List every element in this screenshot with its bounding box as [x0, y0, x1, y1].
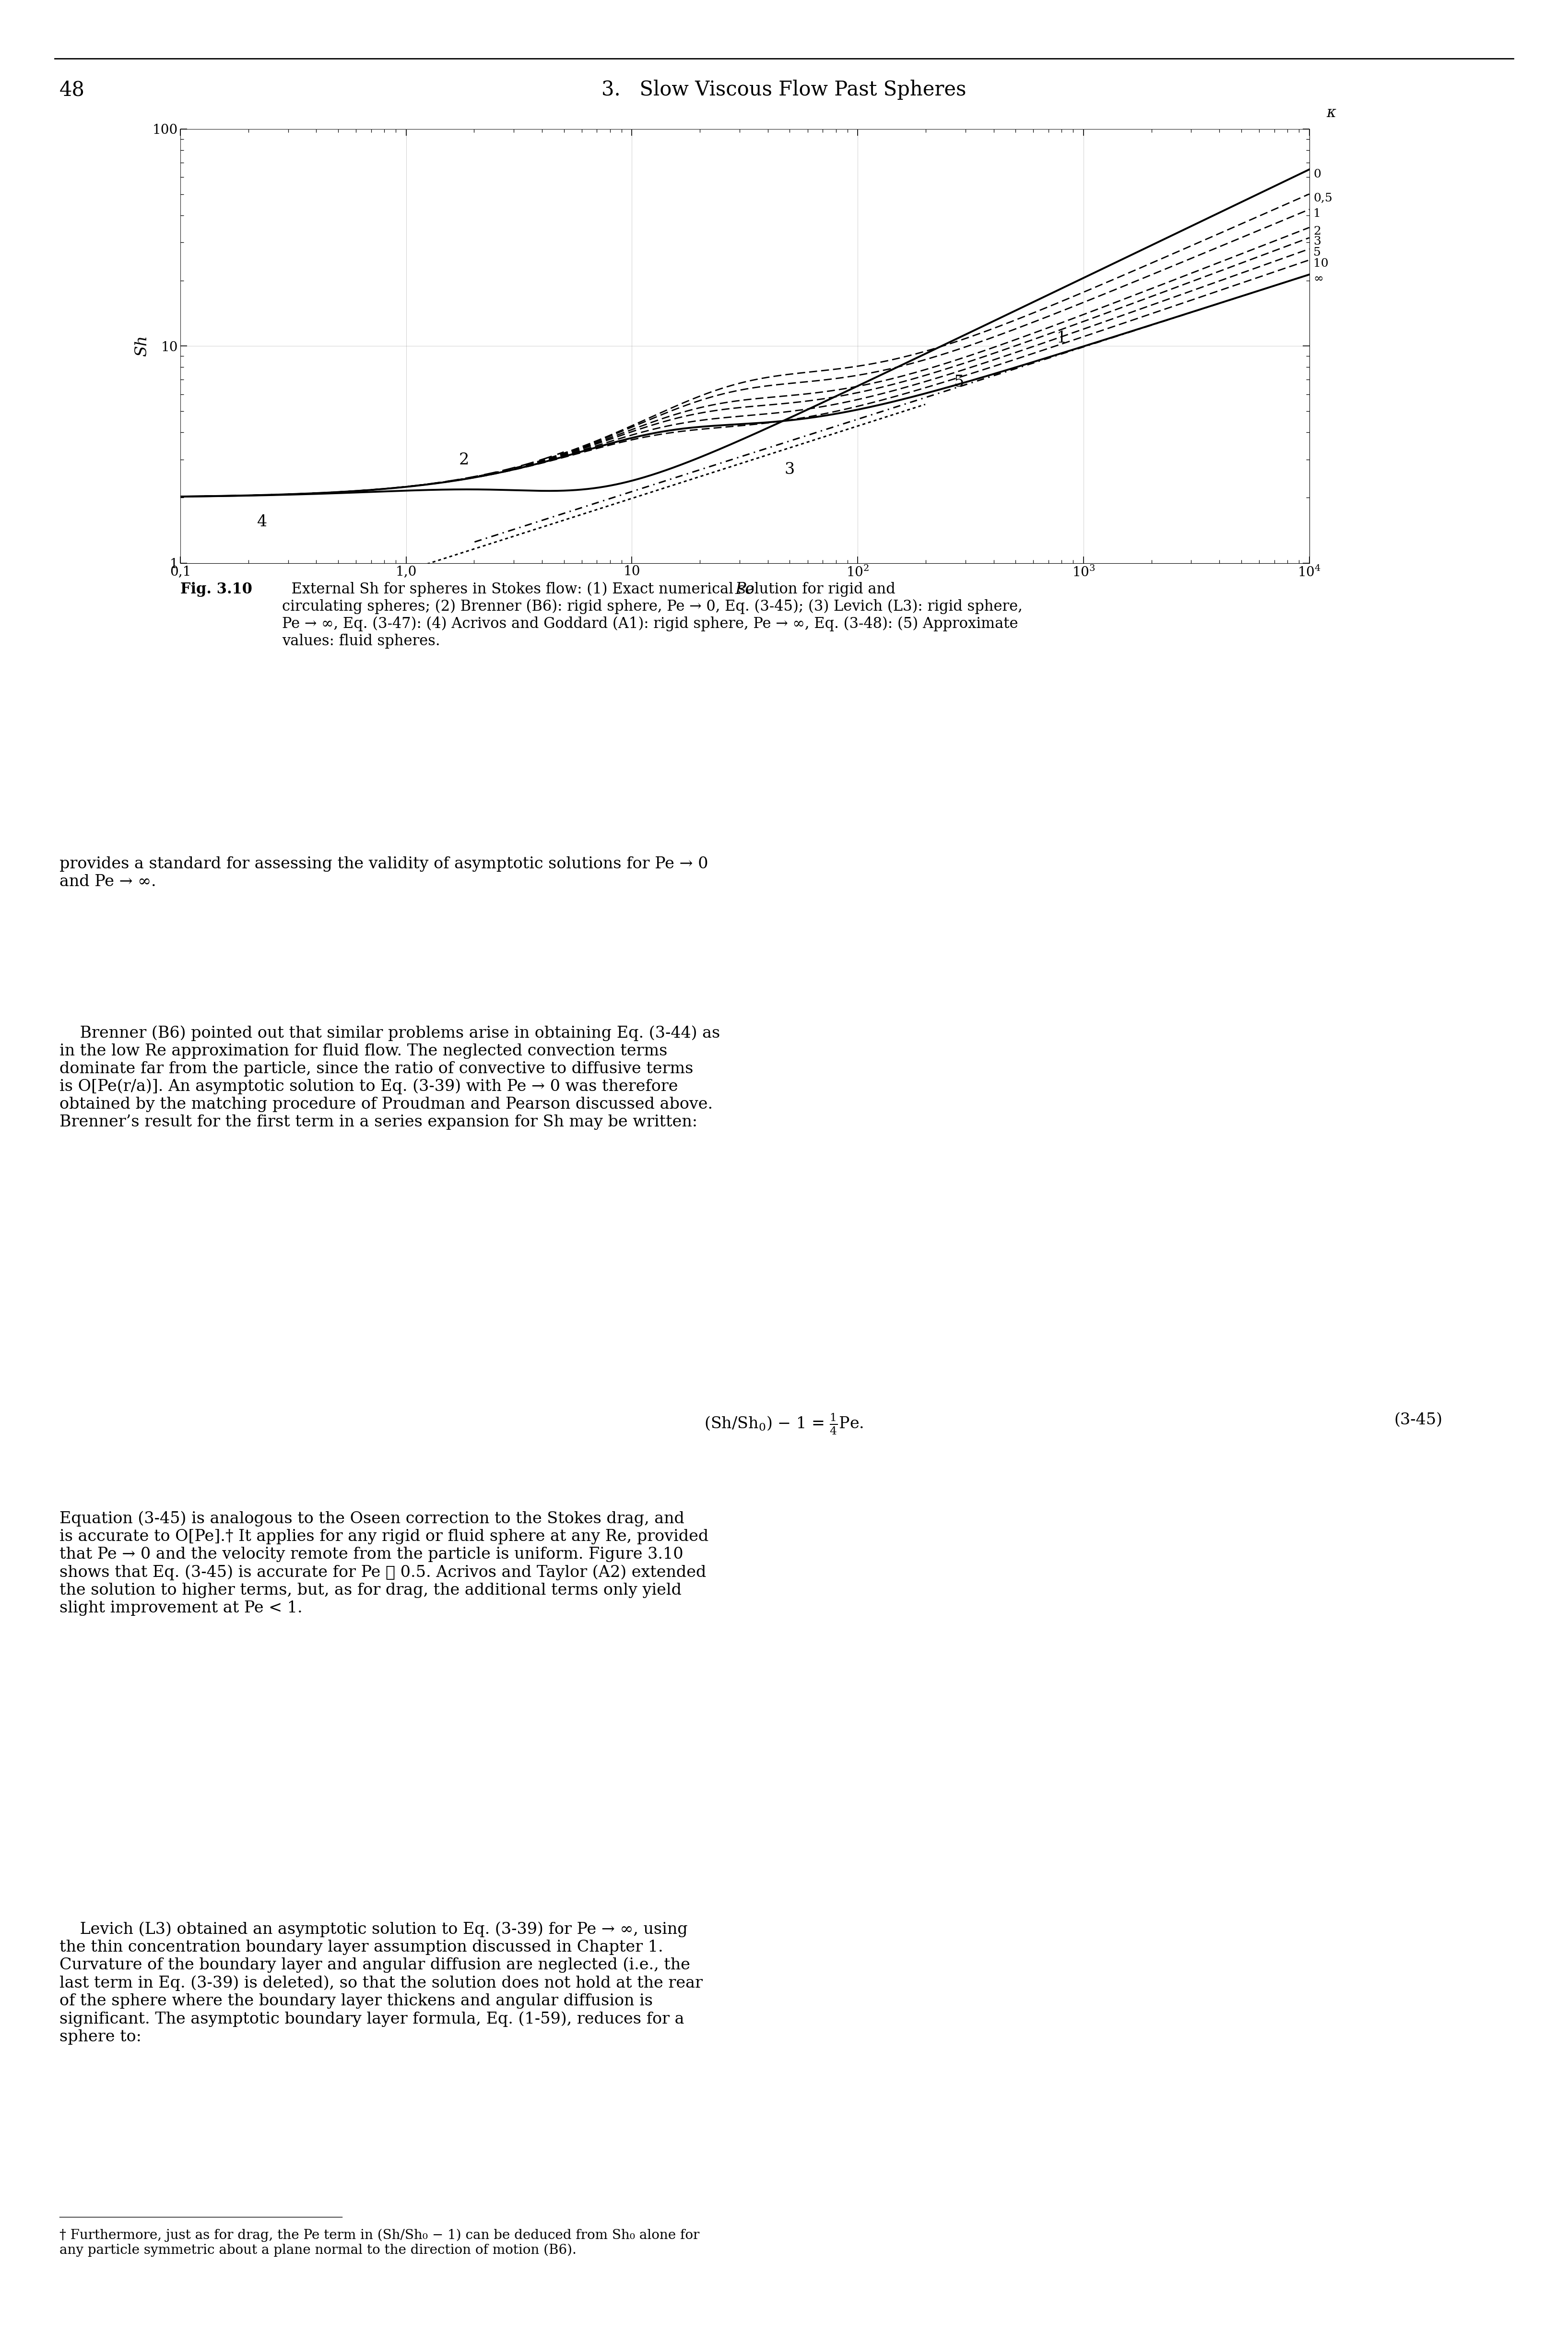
Text: Brenner (B6) pointed out that similar problems arise in obtaining Eq. (3-44) as
: Brenner (B6) pointed out that similar pr…: [60, 1025, 720, 1131]
Text: 3: 3: [784, 462, 795, 476]
Text: 4: 4: [257, 514, 267, 530]
Text: 10: 10: [1314, 258, 1328, 270]
Text: 1: 1: [1057, 331, 1066, 345]
Text: Levich (L3) obtained an asymptotic solution to Eq. (3-39) for Pe → ∞, using
the : Levich (L3) obtained an asymptotic solut…: [60, 1921, 702, 2046]
Text: 3.   Slow Viscous Flow Past Spheres: 3. Slow Viscous Flow Past Spheres: [602, 80, 966, 101]
Text: Equation (3-45) is analogous to the Oseen correction to the Stokes drag, and
is : Equation (3-45) is analogous to the Osee…: [60, 1511, 709, 1616]
Text: provides a standard for assessing the validity of asymptotic solutions for Pe → : provides a standard for assessing the va…: [60, 856, 709, 889]
Text: $\infty$: $\infty$: [1314, 272, 1323, 284]
Text: (Sh/Sh$_0$) $-$ 1 = $\frac{1}{4}$Pe.: (Sh/Sh$_0$) $-$ 1 = $\frac{1}{4}$Pe.: [704, 1412, 864, 1436]
Text: 5: 5: [953, 375, 964, 389]
Text: 48: 48: [60, 80, 85, 101]
Text: Fig. 3.10: Fig. 3.10: [180, 582, 252, 596]
Text: 3: 3: [1314, 237, 1320, 246]
Text: 2: 2: [459, 453, 469, 467]
Text: 0,5: 0,5: [1314, 192, 1333, 204]
Text: External Sh for spheres in Stokes flow: (1) Exact numerical solution for rigid a: External Sh for spheres in Stokes flow: …: [282, 582, 1022, 647]
Text: 2: 2: [1314, 225, 1320, 237]
X-axis label: Pe: Pe: [735, 582, 754, 598]
Text: † Furthermore, just as for drag, the Pe term in (Sh/Sh₀ − 1) can be deduced from: † Furthermore, just as for drag, the Pe …: [60, 2229, 699, 2257]
Y-axis label: Sh: Sh: [135, 335, 151, 357]
Text: 5: 5: [1314, 246, 1320, 258]
Text: $\kappa$: $\kappa$: [1327, 106, 1336, 120]
Text: 1: 1: [1314, 209, 1320, 218]
Text: (3-45): (3-45): [1394, 1412, 1443, 1429]
Text: 0: 0: [1314, 169, 1320, 181]
